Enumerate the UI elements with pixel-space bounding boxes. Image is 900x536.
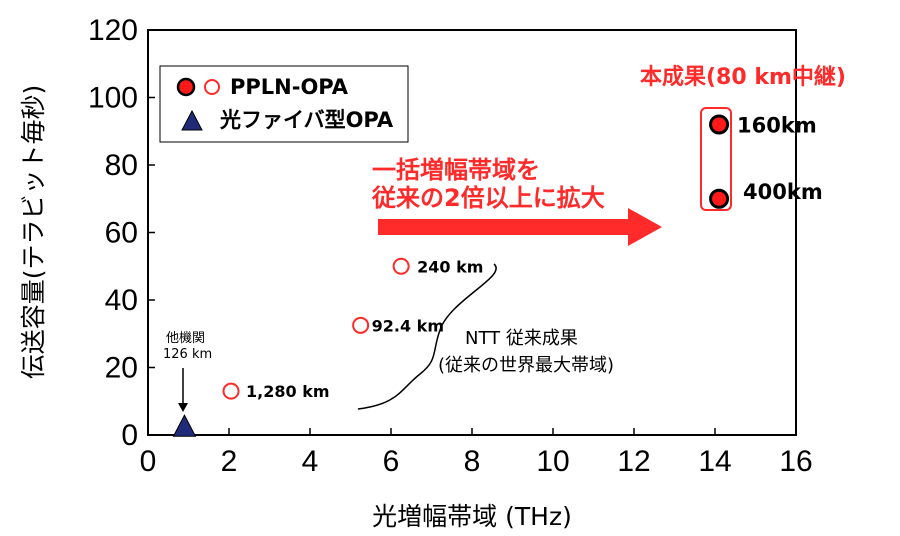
data-point-hollow — [352, 316, 370, 334]
y-axis-ticks: 0 20 40 60 80 100 120 — [88, 14, 155, 452]
ntt-note-line2: (従来の世界最大帯域) — [438, 355, 614, 376]
other-org-distance: 126 km — [163, 347, 212, 362]
x-tick-label: 10 — [536, 445, 569, 478]
legend-triangle-marker-icon — [181, 109, 203, 131]
legend-hollow-marker-icon — [204, 79, 220, 95]
x-tick-label: 8 — [464, 445, 481, 478]
y-tick-label: 40 — [105, 284, 138, 317]
arrow-note-line1: 一括増幅帯域を — [372, 156, 540, 184]
data-point-label: 92.4 km — [372, 316, 444, 335]
y-tick-label: 80 — [105, 149, 138, 182]
y-tick-label: 0 — [121, 419, 138, 452]
data-marks: 160km 400km 1,280 km 92.4 km 240 km — [172, 114, 823, 437]
legend-filled-marker-icon — [176, 77, 196, 97]
legend-label-ppln: PPLN-OPA — [230, 75, 349, 99]
data-point-triangle — [172, 414, 197, 437]
y-axis-title: 伝送容量(テラビット毎秒) — [19, 85, 48, 380]
data-point-label: 160km — [737, 114, 817, 138]
data-point-filled — [709, 114, 730, 135]
result-title: 本成果(80 km中継) — [640, 64, 846, 90]
result-highlight-box — [700, 107, 732, 211]
y-tick-label: 120 — [88, 14, 138, 47]
other-org-label: 他機関 — [166, 331, 205, 346]
x-tick-label: 0 — [140, 445, 157, 478]
legend-label-fiber-opa: 光ファイバ型OPA — [219, 108, 394, 132]
x-axis-title: 光増幅帯域 (THz) — [372, 502, 572, 531]
y-tick-label: 100 — [88, 82, 138, 115]
y-tick-label: 60 — [105, 217, 138, 250]
ntt-note-line1: NTT 従来成果 — [465, 328, 578, 349]
ntt-bracket-curve — [357, 263, 497, 410]
arrow-note-line2: 従来の2倍以上に拡大 — [371, 184, 605, 212]
data-point-hollow — [222, 382, 240, 400]
x-tick-label: 12 — [617, 445, 650, 478]
data-point-label: 1,280 km — [246, 382, 330, 401]
x-tick-label: 6 — [383, 445, 400, 478]
x-tick-label: 14 — [698, 445, 731, 478]
other-org-arrow-head-icon — [178, 403, 188, 412]
legend: PPLN-OPA 光ファイバ型OPA — [159, 65, 409, 143]
y-tick-label: 20 — [105, 352, 138, 385]
data-point-label: 240 km — [417, 257, 483, 276]
x-axis-ticks: 0 2 4 6 8 10 12 14 16 — [140, 428, 813, 478]
data-point-filled — [709, 188, 730, 209]
expansion-arrow-icon — [378, 208, 662, 246]
x-tick-label: 4 — [302, 445, 319, 478]
data-point-hollow — [392, 257, 410, 275]
x-tick-label: 2 — [221, 445, 238, 478]
data-point-label: 400km — [743, 180, 823, 204]
x-tick-label: 16 — [779, 445, 812, 478]
